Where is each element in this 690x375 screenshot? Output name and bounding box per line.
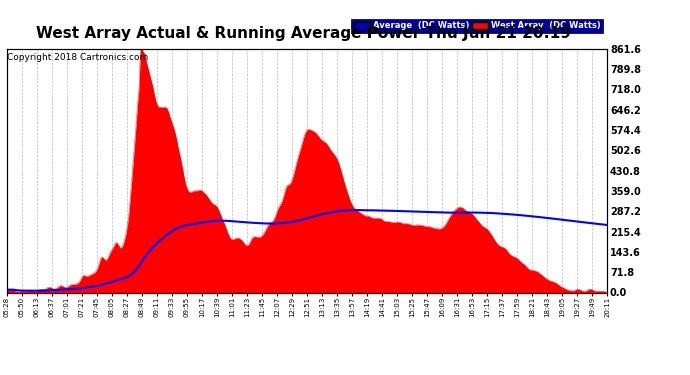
Text: Copyright 2018 Cartronics.com: Copyright 2018 Cartronics.com — [7, 53, 148, 62]
Text: West Array Actual & Running Average Power Thu Jun 21 20:19: West Array Actual & Running Average Powe… — [36, 26, 571, 41]
Legend: Average  (DC Watts), West Array  (DC Watts): Average (DC Watts), West Array (DC Watts… — [351, 19, 603, 33]
